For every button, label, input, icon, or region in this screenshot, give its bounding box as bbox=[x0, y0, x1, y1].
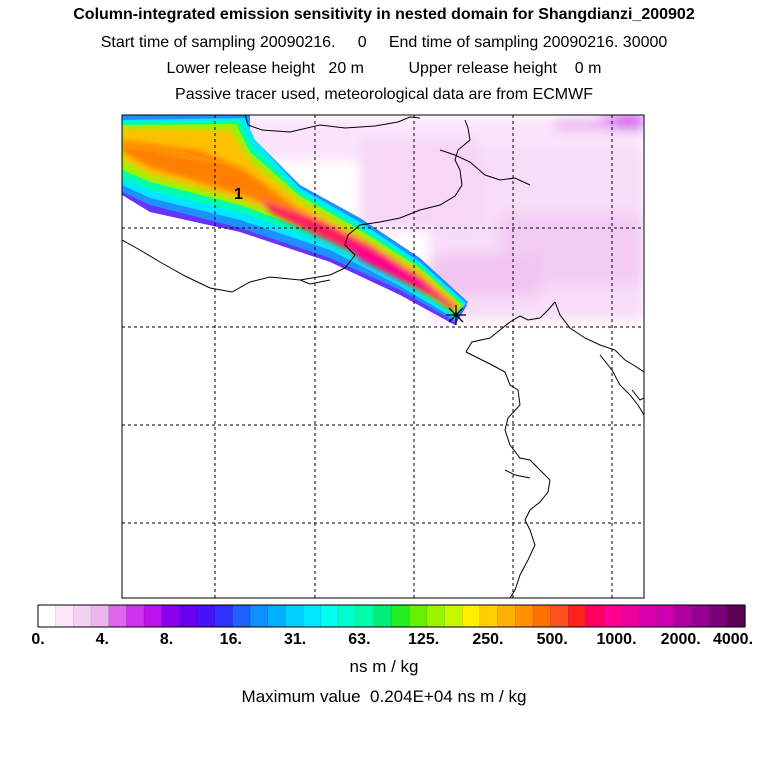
colorbar-segment bbox=[532, 605, 552, 627]
colorbar-tick-label: 31. bbox=[283, 631, 307, 648]
colorbar-segment bbox=[91, 605, 110, 627]
colorbar-segment bbox=[338, 605, 357, 627]
release-height-line: Lower release height 20 m Upper release … bbox=[166, 60, 602, 77]
colorbar-segment bbox=[691, 605, 711, 627]
colorbar-segment bbox=[727, 605, 746, 627]
colorbar-segment bbox=[479, 605, 499, 627]
colorbar-segment bbox=[232, 605, 251, 627]
colorbar-tick-label: 125. bbox=[408, 631, 440, 648]
colorbar-tick-label: 250. bbox=[472, 631, 504, 648]
colorbar-segment bbox=[250, 605, 269, 627]
colorbar-tick-label: 16. bbox=[219, 631, 242, 648]
colorbar-units: ns m / kg bbox=[349, 657, 419, 676]
colorbar-segment bbox=[38, 605, 57, 627]
background-sensitivity-field bbox=[240, 115, 644, 320]
colorbar-tick-label: 8. bbox=[159, 631, 174, 648]
colorbar-tick-label: 500. bbox=[536, 631, 568, 648]
colorbar-segment bbox=[267, 605, 287, 627]
colorbar-tick-label: 2000. bbox=[660, 631, 701, 648]
colorbar-segment bbox=[462, 605, 481, 627]
colorbar-segment bbox=[621, 605, 640, 627]
plume bbox=[122, 115, 468, 325]
colorbar-segment bbox=[320, 605, 340, 627]
colorbar-segment bbox=[603, 605, 622, 627]
colorbar-segment bbox=[550, 605, 569, 627]
figure-title: Column-integrated emission sensitivity i… bbox=[73, 6, 695, 23]
colorbar-segment bbox=[638, 605, 658, 627]
colorbar-segment bbox=[214, 605, 234, 627]
colorbar-segment bbox=[497, 605, 516, 627]
colorbar-segment bbox=[108, 605, 127, 627]
colorbar-tick-label: 4. bbox=[95, 631, 109, 648]
colorbar-frame bbox=[37, 604, 746, 628]
plume-label: 1 bbox=[234, 186, 243, 203]
colorbar-segment bbox=[73, 605, 92, 627]
colorbar-segment bbox=[373, 605, 393, 627]
colorbar-segment bbox=[126, 605, 145, 627]
colorbar-segment bbox=[709, 605, 728, 627]
colorbar-tick-label: 63. bbox=[348, 631, 371, 648]
colorbar-segment bbox=[444, 605, 463, 627]
coastlines bbox=[122, 115, 644, 598]
colorbar-segment bbox=[285, 605, 304, 627]
colorbar-segment bbox=[585, 605, 605, 627]
colorbar-segment bbox=[55, 605, 74, 627]
colorbar-segment bbox=[568, 605, 587, 627]
colorbar-segment bbox=[674, 605, 693, 627]
colorbar-segment bbox=[426, 605, 446, 627]
colorbar-tick-label: 0. bbox=[31, 631, 45, 648]
colorbar bbox=[38, 605, 746, 627]
colorbar-segment bbox=[197, 605, 216, 627]
colorbar-tick-label: 1000. bbox=[596, 631, 637, 648]
receptor-marker-icon bbox=[446, 305, 466, 325]
colorbar-segment bbox=[144, 605, 163, 627]
sampling-time-line: Start time of sampling 20090216. 0 End t… bbox=[100, 34, 668, 51]
colorbar-segment bbox=[179, 605, 198, 627]
colorbar-segment bbox=[391, 605, 410, 627]
colorbar-segment bbox=[303, 605, 322, 627]
colorbar-segment bbox=[356, 605, 375, 627]
colorbar-segment bbox=[656, 605, 675, 627]
maximum-value: Maximum value 0.204E+04 ns m / kg bbox=[241, 687, 527, 706]
map-frame bbox=[121, 114, 645, 599]
colorbar-segment bbox=[161, 605, 181, 627]
colorbar-tick-label: 4000. bbox=[712, 631, 754, 648]
colorbar-segment bbox=[409, 605, 428, 627]
map-field bbox=[122, 115, 644, 598]
tracer-info-line: Passive tracer used, meteorological data… bbox=[175, 86, 593, 103]
colorbar-segment bbox=[515, 605, 534, 627]
lat-lon-grid bbox=[122, 115, 644, 598]
